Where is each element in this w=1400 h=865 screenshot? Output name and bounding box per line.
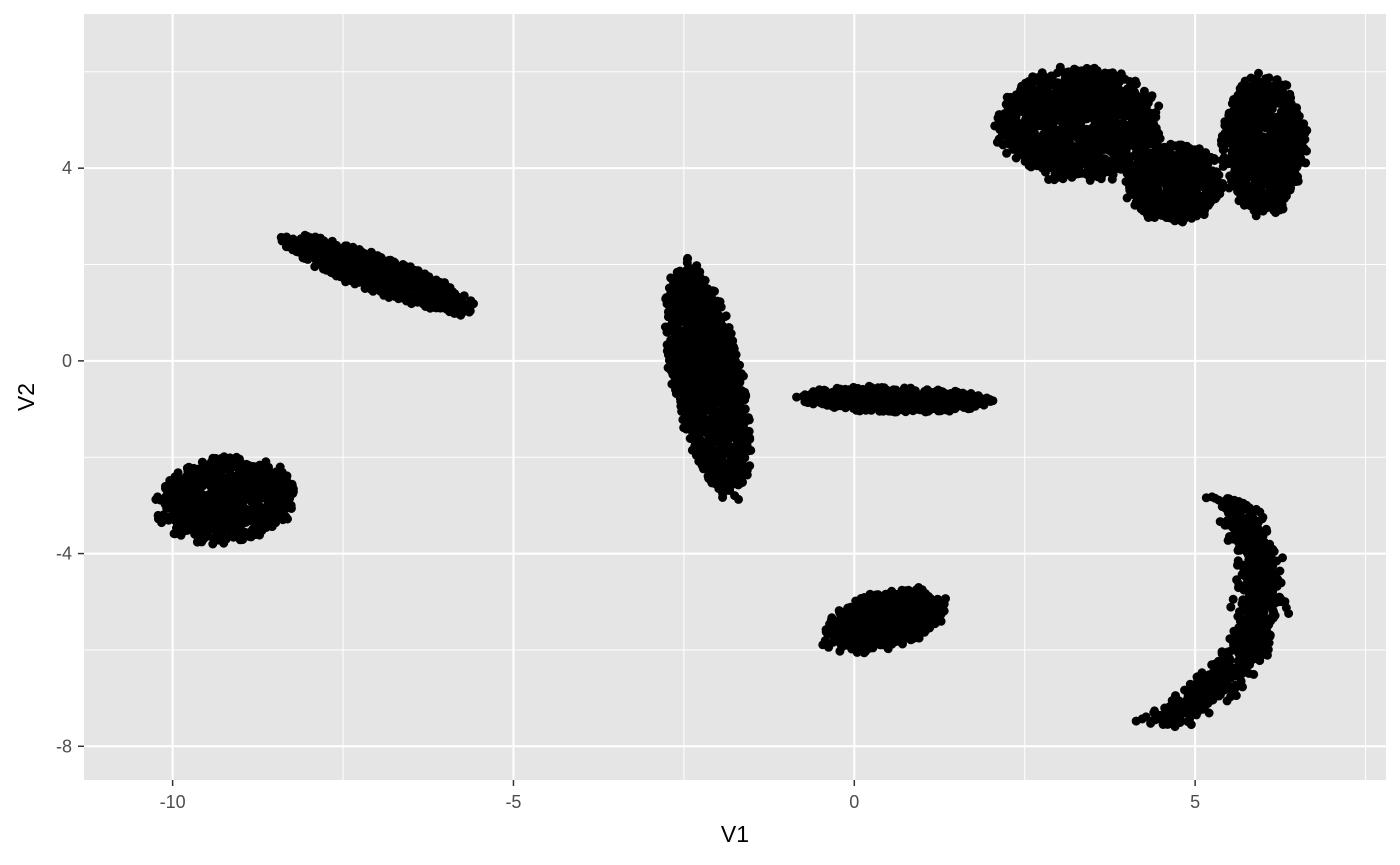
x-tick-label: 0 xyxy=(849,792,859,812)
x-axis-title: V1 xyxy=(721,821,749,847)
y-axis-title: V2 xyxy=(13,383,39,411)
axis-ticks xyxy=(78,167,1196,786)
y-tick-label: -4 xyxy=(56,544,72,564)
x-tick-labels: -10 -5 0 5 xyxy=(160,792,1201,812)
x-tick-label: -5 xyxy=(505,792,521,812)
y-tick-labels: -8 -4 0 4 xyxy=(56,158,72,756)
y-tick-label: 0 xyxy=(62,351,72,371)
x-tick-label: 5 xyxy=(1190,792,1200,812)
data-points xyxy=(151,62,1312,732)
y-tick-label: -8 xyxy=(56,736,72,756)
y-tick-label: 4 xyxy=(62,158,72,178)
x-tick-label: -10 xyxy=(160,792,186,812)
point-cloud xyxy=(151,62,1312,732)
